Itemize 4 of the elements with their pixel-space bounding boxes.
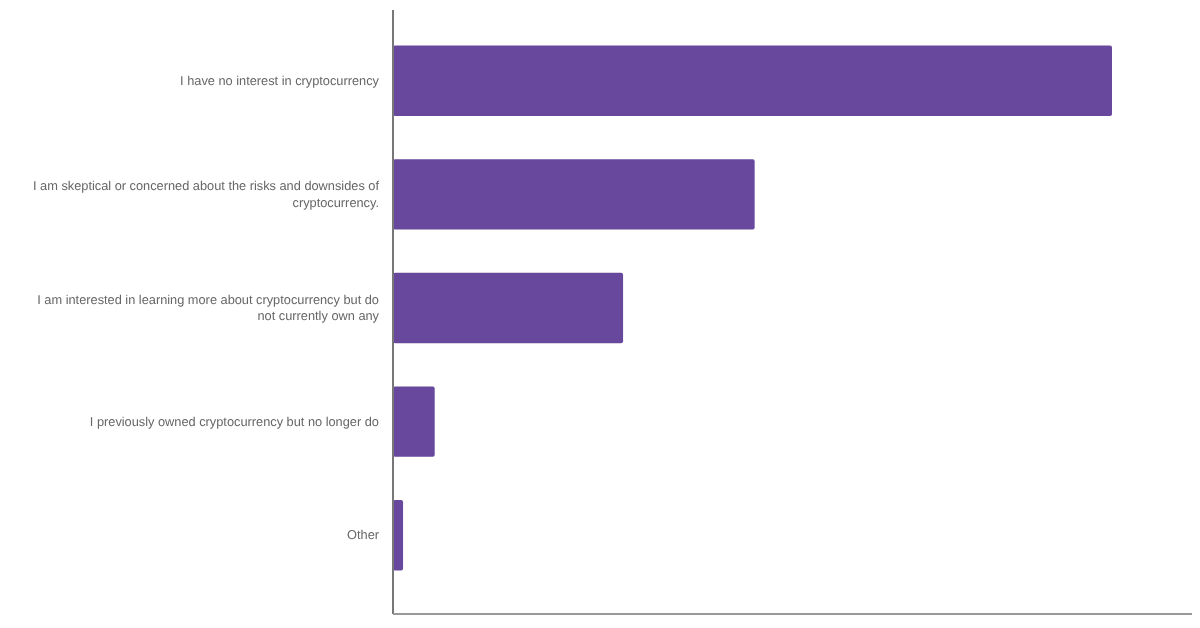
bar <box>393 159 755 230</box>
bar <box>393 386 435 457</box>
bar <box>393 45 1112 117</box>
bar <box>393 272 624 344</box>
